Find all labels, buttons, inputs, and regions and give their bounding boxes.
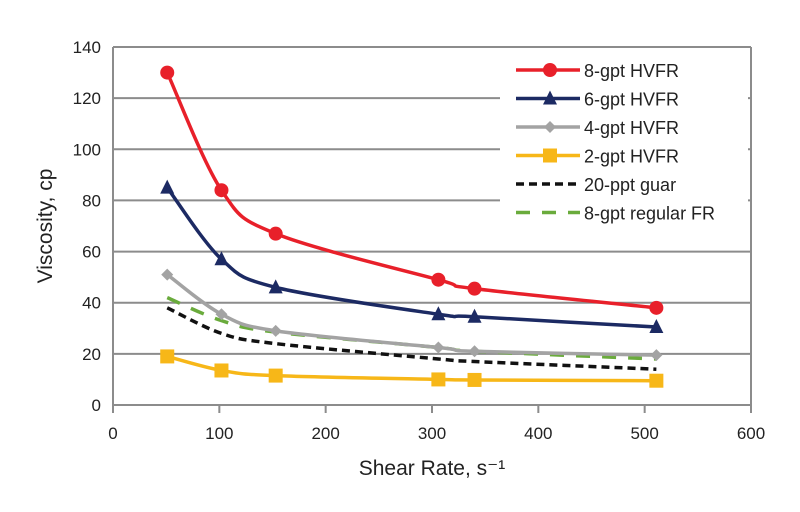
series-20-ppt-guar [166, 306, 657, 371]
series-line [166, 354, 657, 383]
data-point [432, 341, 445, 354]
series-line [166, 273, 657, 357]
series-8-gpt-regular-fr [166, 295, 657, 361]
data-point [649, 300, 664, 315]
legend-item: 20-ppt guar [516, 175, 676, 195]
x-tick-label: 400 [524, 424, 552, 443]
y-tick-label: 80 [82, 191, 101, 210]
data-point [160, 179, 175, 194]
y-tick-label: 100 [73, 140, 101, 159]
data-point [161, 268, 174, 281]
data-point [467, 372, 482, 387]
series-8-gpt-hvfr [160, 65, 664, 315]
x-tick-label: 600 [737, 424, 765, 443]
legend-label: 2-gpt HVFR [584, 147, 679, 167]
y-tick-label: 40 [82, 294, 101, 313]
series-4-gpt-hvfr [161, 268, 663, 362]
data-point [649, 319, 664, 334]
series-2-gpt-hvfr [160, 349, 664, 388]
data-point [431, 306, 446, 321]
legend-label: 8-gpt HVFR [584, 61, 679, 81]
y-tick-label: 20 [82, 345, 101, 364]
x-axis-label: Shear Rate, s⁻¹ [359, 457, 505, 480]
y-tick-label: 0 [92, 396, 101, 415]
legend-item: 6-gpt HVFR [516, 90, 679, 110]
data-point [649, 373, 664, 388]
data-point [269, 324, 282, 337]
legend-marker [543, 148, 557, 163]
legend-item: 2-gpt HVFR [516, 147, 679, 167]
x-tick-label: 300 [418, 424, 446, 443]
legend-item: 8-gpt HVFR [516, 61, 679, 81]
data-point [467, 281, 482, 296]
legend-item: 8-gpt regular FR [516, 204, 715, 224]
data-point [431, 372, 446, 387]
series-line [166, 295, 657, 361]
legend-marker [543, 63, 557, 77]
data-point [650, 349, 663, 362]
y-tick-label: 60 [82, 243, 101, 262]
data-point [467, 308, 482, 323]
series-line [166, 306, 657, 371]
legend-marker [543, 90, 557, 105]
data-point [214, 363, 229, 378]
legend-label: 20-ppt guar [584, 175, 676, 195]
y-axis-label: Viscosity, cp [34, 169, 57, 284]
legend-label: 4-gpt HVFR [584, 118, 679, 138]
legend-label: 8-gpt regular FR [584, 204, 715, 224]
series-6-gpt-hvfr [160, 179, 664, 334]
data-point [268, 226, 283, 241]
data-point [160, 349, 175, 364]
data-point [268, 279, 283, 294]
y-tick-label: 120 [73, 89, 101, 108]
data-point [214, 183, 229, 198]
legend-marker [544, 121, 556, 133]
data-point [268, 368, 283, 383]
data-point [214, 251, 229, 266]
x-tick-label: 100 [205, 424, 233, 443]
legend-label: 6-gpt HVFR [584, 90, 679, 110]
data-point [215, 308, 228, 321]
series-line [165, 71, 657, 310]
data-point [468, 345, 481, 358]
x-tick-label: 0 [108, 424, 117, 443]
data-point [431, 272, 446, 287]
x-tick-label: 500 [630, 424, 658, 443]
legend-item: 4-gpt HVFR [516, 118, 679, 138]
y-tick-label: 140 [73, 38, 101, 57]
x-tick-label: 200 [311, 424, 339, 443]
legend-box [500, 52, 748, 242]
data-point [160, 65, 175, 80]
